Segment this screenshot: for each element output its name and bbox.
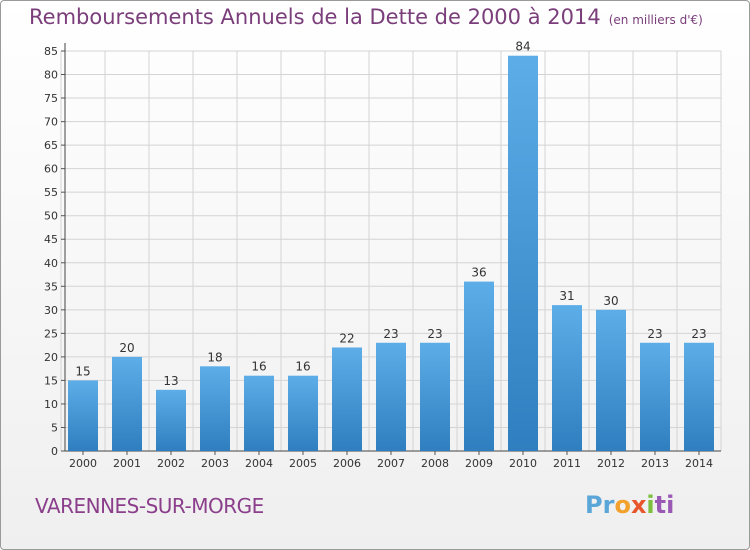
y-tick-label: 75	[44, 92, 58, 105]
bar-2010	[508, 55, 538, 452]
bar-2011	[552, 305, 582, 451]
bar-2012	[596, 309, 626, 451]
data-label: 36	[471, 266, 486, 280]
x-tick-label: 2007	[377, 457, 405, 470]
y-tick-label: 85	[44, 45, 58, 58]
data-label: 16	[295, 360, 310, 374]
commune-name: VARENNES-SUR-MORGE	[35, 494, 264, 518]
x-tick-label: 2013	[641, 457, 669, 470]
axes: 0 5 10 15 20 25 30 35 40 45 50 55 60 65 70 75 80 85 2000 20…	[44, 43, 721, 470]
x-tick-label: 2009	[465, 457, 493, 470]
data-label: 20	[119, 341, 134, 355]
logo-part-3: x	[630, 491, 647, 519]
y-tick-label: 80	[44, 69, 58, 82]
x-tick-label: 2012	[597, 457, 625, 470]
y-tick-label: 0	[51, 445, 58, 458]
bar-2014	[684, 342, 714, 451]
y-tick-label: 10	[44, 398, 58, 411]
bar-2003	[200, 366, 230, 451]
data-label: 23	[691, 327, 706, 341]
logo-part-4: i	[646, 491, 655, 519]
data-label: 23	[427, 327, 442, 341]
bar-2008	[420, 342, 450, 451]
y-tick-label: 55	[44, 186, 58, 199]
x-tick-label: 2005	[289, 457, 317, 470]
data-label: 23	[383, 327, 398, 341]
proxiti-logo[interactable]: Proxiti	[585, 491, 674, 519]
y-tick-label: 65	[44, 139, 58, 152]
y-tick-label: 5	[51, 421, 58, 434]
x-tick-label: 2001	[113, 457, 141, 470]
y-tick-label: 40	[44, 257, 58, 270]
x-tick-label: 2008	[421, 457, 449, 470]
bar-2006	[332, 347, 362, 451]
chart-title-text: Remboursements Annuels de la Dette de 20…	[29, 5, 601, 29]
y-tick-label: 30	[44, 304, 58, 317]
y-tick-label: 35	[44, 280, 58, 293]
x-tick-label: 2002	[157, 457, 185, 470]
x-tick-label: 2003	[201, 457, 229, 470]
data-label: 15	[75, 364, 90, 378]
x-tick-label: 2006	[333, 457, 361, 470]
y-tick-label: 50	[44, 210, 58, 223]
bar-2001	[112, 356, 142, 451]
bar-2007	[376, 342, 406, 451]
y-tick-label: 45	[44, 233, 58, 246]
data-label: 30	[603, 294, 618, 308]
x-tick-label: 2011	[553, 457, 581, 470]
logo-part-2: o	[614, 491, 631, 519]
y-tick-label: 60	[44, 163, 58, 176]
bar-2000	[68, 380, 98, 451]
data-label: 31	[559, 289, 574, 303]
y-tick-label: 15	[44, 374, 58, 387]
x-tick-label: 2010	[509, 457, 537, 470]
bar-2005	[288, 375, 318, 451]
y-tick-label: 25	[44, 327, 58, 340]
bar-2002	[156, 389, 186, 451]
chart-unit: (en milliers d'€)	[608, 13, 703, 27]
bar-2004	[244, 375, 274, 451]
bar-2009	[464, 281, 494, 451]
data-label: 84	[515, 40, 530, 54]
data-label: 22	[339, 331, 354, 345]
x-tick-label: 2004	[245, 457, 273, 470]
logo-part-5: ti	[654, 491, 675, 519]
data-label: 16	[251, 360, 266, 374]
y-tick-label: 70	[44, 116, 58, 129]
data-labels: 15 20 13 18 16 16 22 23 23 36 84 31 30 23 23	[75, 40, 706, 388]
bars	[68, 55, 714, 452]
bar-2013	[640, 342, 670, 451]
x-tick-label: 2014	[685, 457, 713, 470]
x-tick-label: 2000	[69, 457, 97, 470]
data-label: 23	[647, 327, 662, 341]
data-label: 18	[207, 350, 222, 364]
data-label: 13	[163, 374, 178, 388]
y-tick-label: 20	[44, 351, 58, 364]
chart-title: Remboursements Annuels de la Dette de 20…	[29, 5, 703, 29]
logo-part-1: Pr	[585, 491, 615, 519]
